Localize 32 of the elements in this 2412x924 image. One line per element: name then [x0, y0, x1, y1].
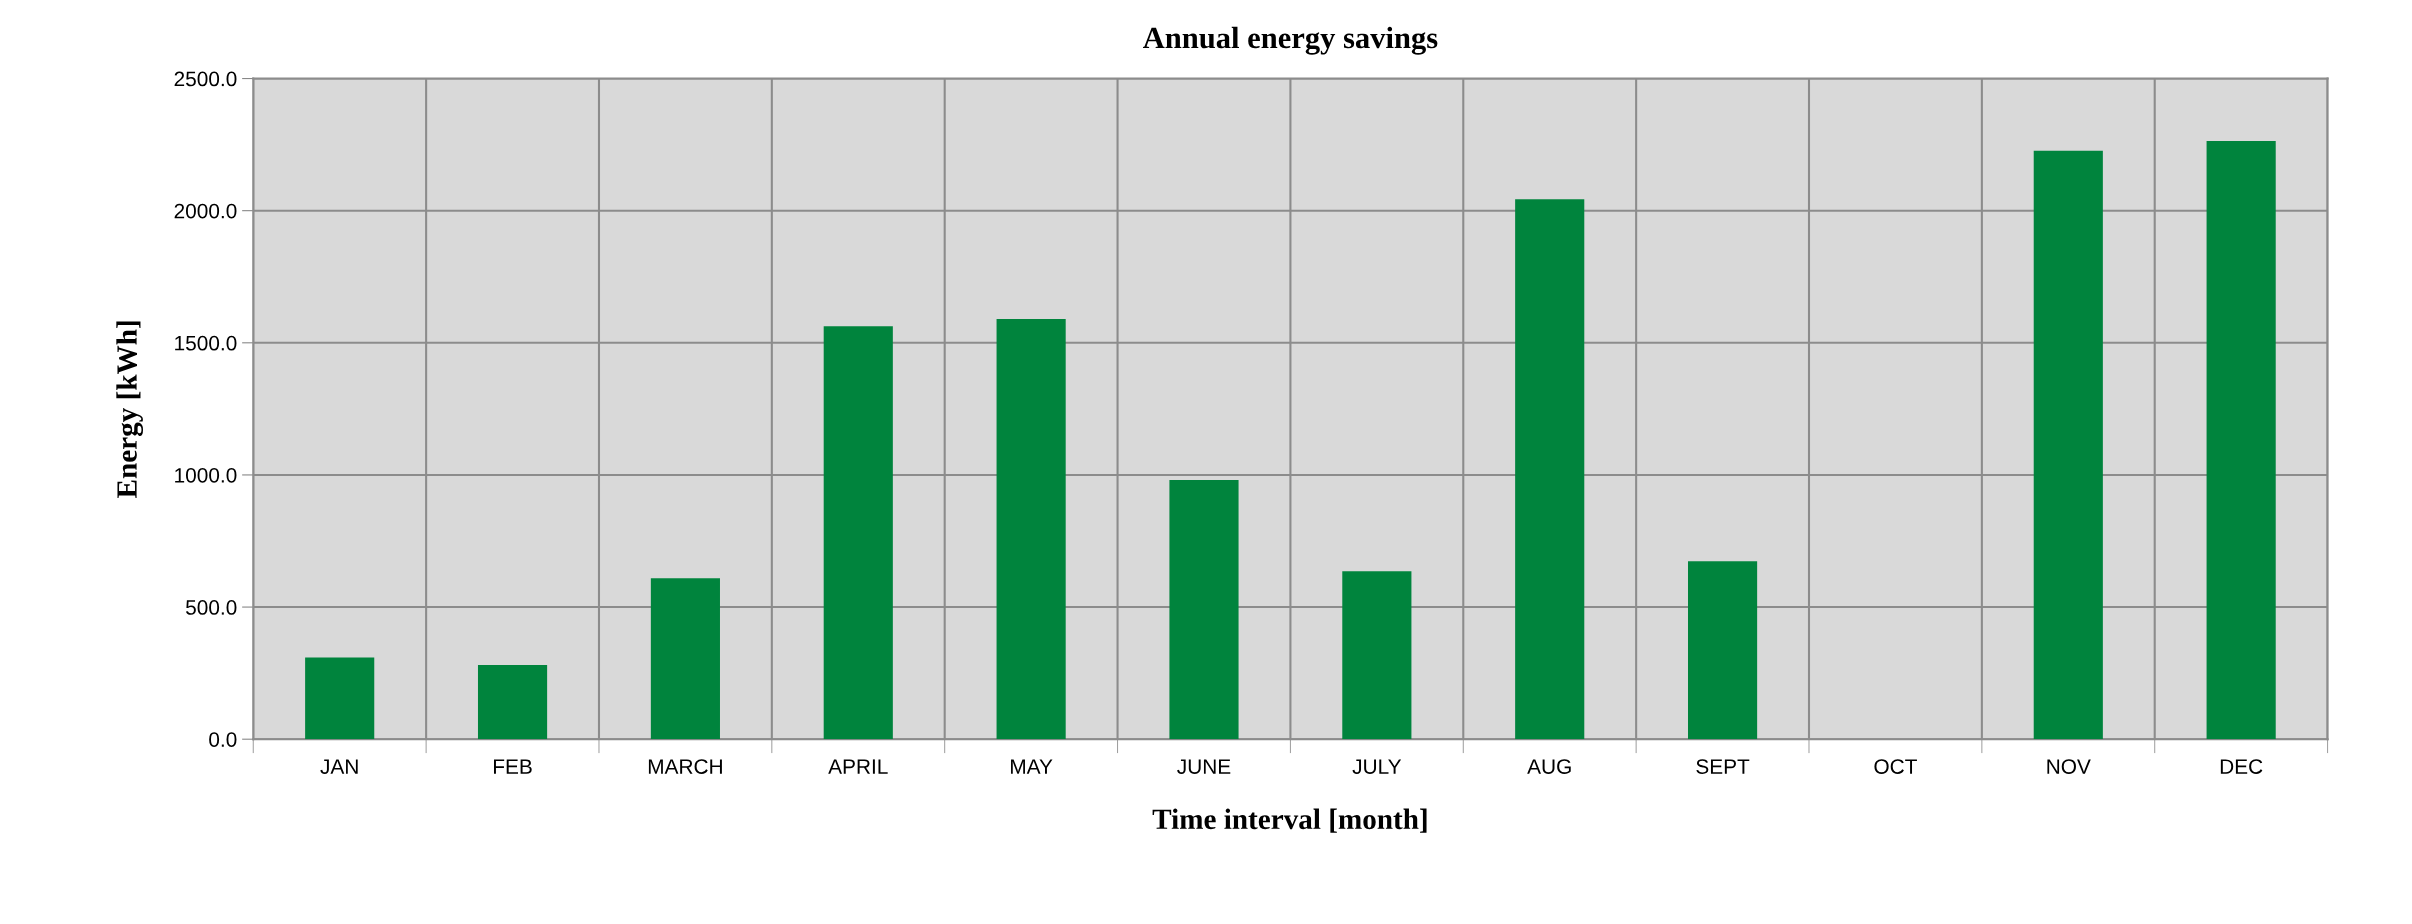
x-tick-label: AUG: [1527, 759, 1571, 774]
y-tick-label: 2000.0: [174, 203, 237, 219]
bar: [1342, 571, 1412, 740]
bar: [1169, 479, 1239, 740]
bar: [650, 578, 720, 740]
x-tick-label: FEB: [494, 759, 532, 774]
bar: [823, 326, 893, 740]
chart-title: Annual energy savings: [1143, 26, 1438, 55]
bar: [2033, 150, 2103, 740]
x-tick-label: MARCH: [648, 759, 722, 774]
y-tick-label: 1500.0: [175, 335, 237, 351]
x-tick-label: SEPT: [1696, 759, 1750, 774]
x-tick-label: JUNE: [1177, 759, 1231, 774]
bar: [477, 664, 548, 740]
bar: [2206, 140, 2276, 740]
x-tick-label: JULY: [1352, 759, 1402, 774]
x-tick-label: APRIL: [828, 759, 888, 774]
y-tick-label: 0.0: [209, 732, 237, 747]
y-tick-label: 1000.0: [175, 467, 237, 483]
x-tick-label: OCT: [1874, 759, 1917, 774]
bar: [1515, 199, 1585, 740]
x-axis-title: Time interval [month]: [1152, 808, 1427, 833]
x-tick-label: NOV: [2047, 759, 2091, 774]
y-tick-label: 2500.0: [174, 71, 237, 87]
x-tick-label: MAY: [1011, 759, 1053, 774]
y-axis-title: Energy [kWh]: [116, 321, 144, 498]
x-tick-label: DEC: [2220, 759, 2263, 774]
y-tick-label: 500.0: [185, 600, 237, 615]
bar: [305, 657, 375, 740]
bar: [1688, 561, 1758, 740]
x-tick-label: JAN: [320, 759, 358, 774]
bar: [996, 319, 1066, 740]
